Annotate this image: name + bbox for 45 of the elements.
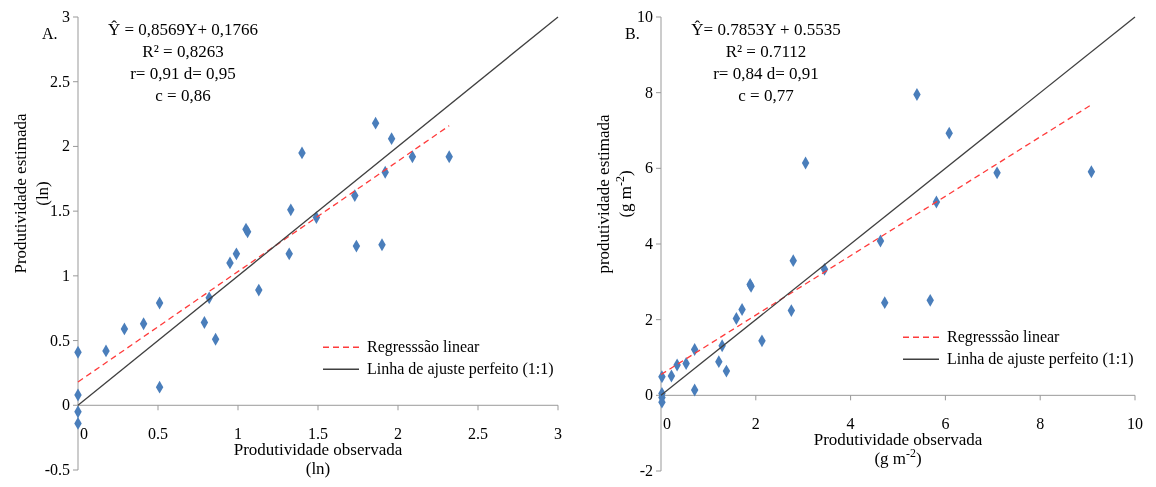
text: B.	[625, 25, 640, 42]
annotation: R² = 0,8263	[142, 42, 224, 61]
x-axis-title: Produtividade observada (ln)	[233, 440, 403, 479]
x-tick-label: 10	[1127, 415, 1143, 433]
annotation: Ŷ= 0.7853Y + 0.5535	[691, 20, 841, 39]
y-tick-label: 4	[645, 235, 653, 252]
annotation: c = 0,77	[738, 86, 795, 105]
x-tick-label: 2	[394, 425, 402, 443]
y-tick-label: 6	[645, 159, 653, 177]
x-tick-label: 2	[751, 415, 760, 433]
y-tick-label: 1	[62, 266, 70, 284]
x-tick-label: 3	[554, 425, 562, 443]
x-tick-label: 0	[80, 425, 88, 443]
y-tick-label: 2.5	[50, 72, 70, 90]
x-tick-label: 6	[941, 415, 950, 433]
x-tick-label: 8	[1036, 415, 1045, 433]
y-tick-label: -2	[639, 462, 653, 479]
annotation: r= 0,84 d= 0,91	[713, 64, 819, 83]
legend-label: Linha de ajuste perfeito (1:1)	[947, 350, 1134, 369]
y-tick-label: 0.5	[50, 331, 70, 349]
y-tick-label: 3	[62, 8, 70, 25]
annotation: r= 0,91 d= 0,95	[130, 64, 236, 83]
x-tick-label: 2.5	[468, 425, 488, 443]
x-tick-label: 1	[234, 425, 242, 443]
y-tick-label: 1.5	[50, 202, 70, 220]
y-tick-label: 0	[62, 396, 70, 414]
annotation: c = 0,86	[155, 86, 211, 105]
y-tick-label: 2	[62, 137, 70, 155]
x-tick-label: 4	[846, 415, 855, 433]
y-tick-label: -0.5	[44, 461, 70, 478]
x-tick-label: 0.5	[148, 425, 168, 443]
x-axis-title: Produtividade observada (g m$^{-2}$)	[813, 430, 983, 469]
y-tick-label: 8	[645, 83, 653, 101]
y-axis-title: Produtividade estimada (ln)	[11, 113, 52, 274]
legend-label: Regresssão linear	[947, 328, 1061, 347]
x-tick-label: 1.5	[308, 425, 328, 443]
annotation: R² = 0.7112	[725, 42, 807, 61]
legend-label: Linha de ajuste perfeito (1:1)	[367, 360, 554, 379]
text: A.	[42, 25, 58, 42]
y-tick-label: 10	[637, 8, 653, 25]
x-tick-label: 0	[663, 415, 671, 433]
y-tick-label: 0	[645, 386, 653, 404]
legend-label: Regresssão linear	[367, 338, 481, 357]
y-tick-label: 2	[645, 310, 653, 328]
annotation: Ŷ = 0,8569Y+ 0,1766	[108, 20, 258, 39]
